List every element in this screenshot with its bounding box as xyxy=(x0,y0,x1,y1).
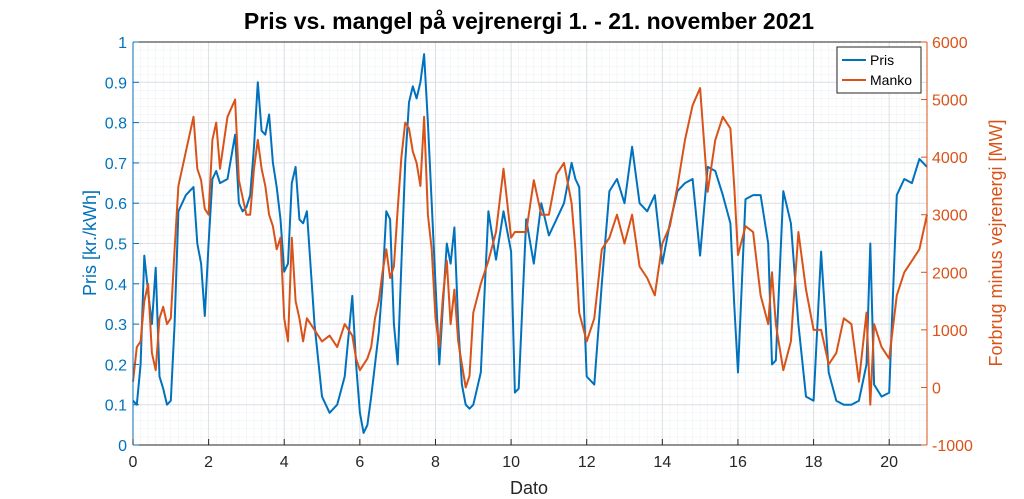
y-right-tick-label: 6000 xyxy=(932,35,968,52)
legend-label-pris: Pris xyxy=(870,52,894,68)
legend: Pris Manko xyxy=(836,46,922,94)
y-left-tick-label: 0.9 xyxy=(105,75,127,92)
y-left-tick-label: 0.7 xyxy=(105,156,127,173)
y-right-tick-label: 2000 xyxy=(932,265,968,282)
y-left-tick-label: 0.6 xyxy=(105,196,127,213)
y-left-tick-label: 0.4 xyxy=(105,277,127,294)
chart-title: Pris vs. mangel på vejrenergi 1. - 21. n… xyxy=(244,8,814,34)
series-layer xyxy=(132,53,928,434)
x-tick-label: 14 xyxy=(653,454,671,471)
y-left-tick-label: 0 xyxy=(118,438,127,455)
x-tick-label: 10 xyxy=(502,454,520,471)
y-right-tick-label: -1000 xyxy=(932,438,973,455)
axes xyxy=(132,41,928,446)
x-tick-label: 18 xyxy=(805,454,823,471)
y-axis-right-label: Forbrug minus vejrenergi [MW] xyxy=(986,119,1006,366)
y-left-tick-label: 0.2 xyxy=(105,357,127,374)
x-axis-label: Dato xyxy=(510,478,548,498)
y-right-tick-label: 1000 xyxy=(932,323,968,340)
x-tick-label: 0 xyxy=(129,454,138,471)
y-left-tick-label: 1 xyxy=(118,35,127,52)
x-tick-label: 4 xyxy=(280,454,289,471)
x-tick-label: 8 xyxy=(431,454,440,471)
y-left-tick-label: 0.3 xyxy=(105,317,127,334)
x-tick-label: 20 xyxy=(880,454,898,471)
y-right-tick-label: 4000 xyxy=(932,150,968,167)
legend-label-manko: Manko xyxy=(870,72,912,88)
y-right-tick-label: 0 xyxy=(932,380,941,397)
y-left-tick-label: 0.8 xyxy=(105,116,127,133)
series-line-manko xyxy=(132,87,928,406)
y-axis-left-label: Pris [kr./kWh] xyxy=(80,190,100,296)
y-left-tick-label: 0.5 xyxy=(105,237,127,254)
tick-labels: 0 2 4 6 8 10 12 14 16 18 2000.10.20.30.40.50.60.70… xyxy=(105,35,973,471)
legend-box xyxy=(836,46,922,94)
y-right-tick-label: 3000 xyxy=(932,208,968,225)
x-tick-label: 16 xyxy=(729,454,747,471)
x-tick-label: 12 xyxy=(578,454,596,471)
y-left-tick-label: 0.1 xyxy=(105,398,127,415)
y-right-tick-label: 5000 xyxy=(932,93,968,110)
x-tick-label: 2 xyxy=(204,454,213,471)
x-tick-label: 6 xyxy=(355,454,364,471)
